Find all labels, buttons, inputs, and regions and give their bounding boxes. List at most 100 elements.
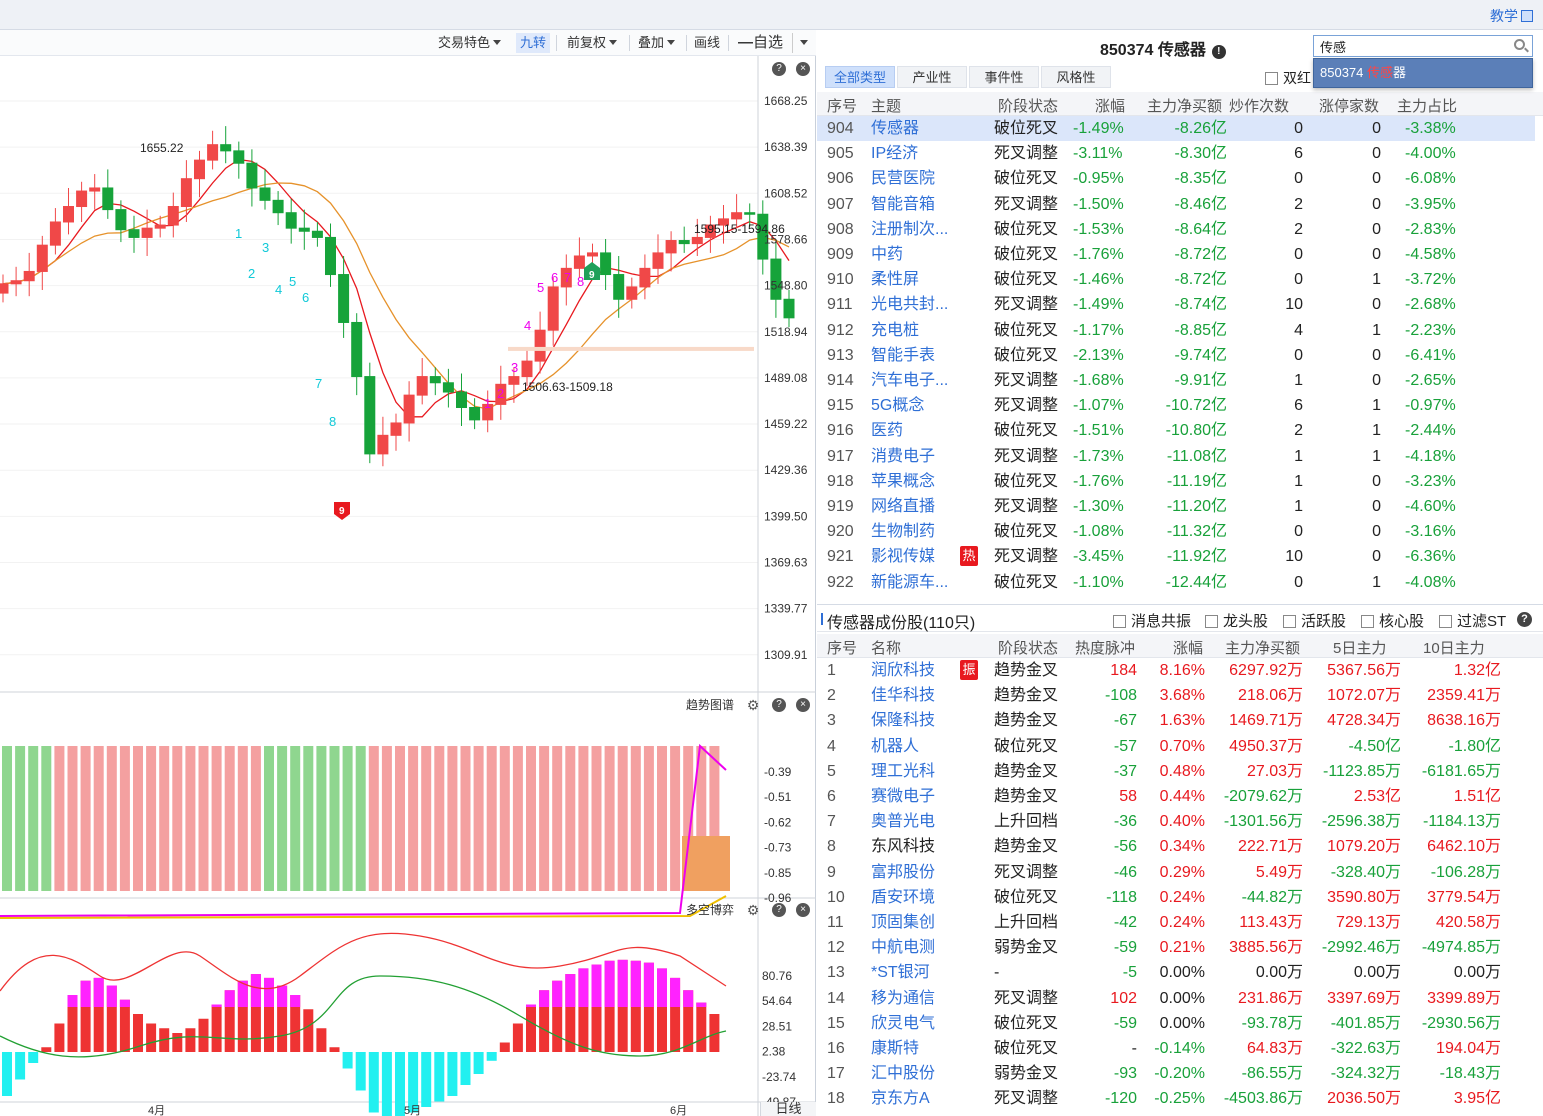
theme-row-904[interactable]: 904 传感器 破位死叉 -1.49% -8.26亿 0 0 -3.38%	[817, 116, 1535, 141]
checkbox[interactable]	[1283, 615, 1296, 628]
theme-row-914[interactable]: 914 汽车电子... 死叉调整 -1.68% -9.91亿 1 0 -2.65%	[817, 368, 1535, 393]
constituent-cell[interactable]: *ST银河	[871, 964, 930, 982]
theme-row-921[interactable]: 921 影视传媒 死叉调整 -3.45% -11.92亿 10 0 -6.36% 热	[817, 544, 1535, 569]
teach-link[interactable]: 教学	[1490, 6, 1533, 26]
col-header[interactable]: 热度脉冲	[1075, 640, 1136, 657]
constituent-cell[interactable]: 奥普光电	[871, 813, 936, 831]
constituent-cell[interactable]: 京东方A	[871, 1090, 930, 1108]
theme-cell[interactable]: 充电桩	[871, 321, 920, 339]
tab-style[interactable]: 风格性	[1041, 66, 1111, 88]
col-header[interactable]: 主力净买额	[1147, 98, 1223, 115]
theme-cell[interactable]: 传感器	[871, 120, 920, 137]
theme-cell[interactable]: 注册制次...	[871, 220, 949, 238]
double-red-filter[interactable]: 双红	[1265, 68, 1311, 88]
close-icon[interactable]: ×	[796, 903, 810, 917]
search-input[interactable]	[1313, 35, 1533, 57]
kline-chart[interactable]: 1655.221506.63-1509.181595.15-1594.86123…	[0, 56, 816, 1116]
theme-cell[interactable]: 柔性屏	[871, 271, 920, 289]
filter-leader[interactable]: 龙头股	[1205, 610, 1268, 631]
theme-row-911[interactable]: 911 光电共封... 死叉调整 -1.49% -8.74亿 10 0 -2.68%	[817, 292, 1535, 317]
constituent-row-17[interactable]: 17 汇中股份 弱势金叉 -93 -0.20% -86.55万 -324.32万 -18.43…	[817, 1061, 1535, 1086]
constituent-row-18[interactable]: 18 京东方A 死叉调整 -120 -0.25% -4503.86万 2036.50万 3.9…	[817, 1086, 1535, 1111]
constituent-cell[interactable]: 富邦股份	[871, 863, 936, 881]
constituent-row-7[interactable]: 7 奥普光电 上升回档 -36 0.40% -1301.56万 -2596.38万 -1184…	[817, 809, 1535, 834]
col-header[interactable]: 主力净买额	[1225, 640, 1301, 657]
close-icon[interactable]: ×	[796, 62, 810, 76]
theme-cell[interactable]: 苹果概念	[871, 472, 936, 490]
checkbox[interactable]	[1361, 615, 1374, 628]
constituent-row-6[interactable]: 6 赛微电子 趋势金叉 58 0.44% -2079.62万 2.53亿 1.51亿	[817, 784, 1535, 809]
constituent-cell[interactable]: 理工光科	[871, 762, 936, 780]
help-icon[interactable]: ?	[772, 698, 786, 712]
col-header[interactable]: 涨停家数	[1319, 98, 1380, 115]
theme-row-912[interactable]: 912 充电桩 破位死叉 -1.17% -8.85亿 4 1 -2.23%	[817, 318, 1535, 343]
col-header[interactable]: 名称	[871, 640, 902, 657]
constituent-cell[interactable]: 佳华科技	[871, 687, 936, 705]
theme-row-910[interactable]: 910 柔性屏 破位死叉 -1.46% -8.72亿 0 1 -3.72%	[817, 267, 1535, 292]
checkbox[interactable]	[1439, 615, 1452, 628]
gear-icon[interactable]: ⚙	[746, 902, 760, 918]
col-header[interactable]: 主力占比	[1397, 98, 1458, 115]
search-icon[interactable]	[1514, 39, 1525, 50]
constituent-cell[interactable]: 汇中股份	[871, 1065, 936, 1083]
theme-cell[interactable]: 汽车电子...	[871, 372, 949, 389]
col-header[interactable]: 涨幅	[1095, 98, 1126, 115]
theme-row-919[interactable]: 919 网络直播 死叉调整 -1.30% -11.20亿 1 0 -4.60%	[817, 494, 1535, 519]
constituent-row-3[interactable]: 3 保隆科技 趋势金叉 -67 1.63% 1469.71万 4728.34万 8638.16…	[817, 708, 1535, 733]
nine-turn-button[interactable]: 九转	[516, 33, 551, 53]
filter-news[interactable]: 消息共振	[1113, 610, 1191, 631]
theme-cell[interactable]: 智能音箱	[871, 195, 936, 213]
theme-cell[interactable]: 光电共封...	[871, 296, 949, 314]
theme-row-913[interactable]: 913 智能手表 破位死叉 -2.13% -9.74亿 0 0 -6.41%	[817, 343, 1535, 368]
constituent-cell[interactable]: 机器人	[871, 737, 920, 755]
col-header[interactable]: 5日主力	[1333, 640, 1387, 657]
constituent-row-9[interactable]: 9 富邦股份 死叉调整 -46 0.29% 5.49万 -328.40万 -106.28万	[817, 860, 1535, 885]
constituent-cell[interactable]: 赛微电子	[871, 788, 936, 805]
tab-event[interactable]: 事件性	[969, 66, 1039, 88]
theme-cell[interactable]: 生物制药	[871, 523, 936, 541]
watchlist-button[interactable]: —自选	[734, 33, 787, 53]
col-header[interactable]: 序号	[827, 640, 858, 657]
constituent-row-15[interactable]: 15 欣灵电气 破位死叉 -59 0.00% -93.78万 -401.85万 -2930.5…	[817, 1011, 1535, 1036]
theme-row-906[interactable]: 906 民营医院 破位死叉 -0.95% -8.35亿 0 0 -6.08%	[817, 166, 1535, 191]
constituent-row-13[interactable]: 13 *ST银河 - -5 0.00% 0.00万 0.00万 0.00万	[817, 960, 1535, 985]
constituent-row-12[interactable]: 12 中航电测 弱势金叉 -59 0.21% 3885.56万 -2992.46万 -4974…	[817, 935, 1535, 960]
filter-st[interactable]: 过滤ST	[1439, 610, 1506, 631]
tab-industry[interactable]: 产业性	[897, 66, 967, 88]
trade-feature-dropdown[interactable]: 交易特色	[434, 33, 505, 53]
theme-cell[interactable]: 民营医院	[871, 170, 936, 188]
theme-row-909[interactable]: 909 中药 破位死叉 -1.76% -8.72亿 0 0 -4.58%	[817, 242, 1535, 267]
constituent-row-10[interactable]: 10 盾安环境 破位死叉 -118 0.24% -44.82万 3590.80万 3779.5…	[817, 885, 1535, 910]
constituent-row-4[interactable]: 4 机器人 破位死叉 -57 0.70% 4950.37万 -4.50亿 -1.80亿	[817, 734, 1535, 759]
theme-cell[interactable]: 医药	[871, 422, 904, 440]
theme-row-907[interactable]: 907 智能音箱 死叉调整 -1.50% -8.46亿 2 0 -3.95%	[817, 192, 1535, 217]
constituent-cell[interactable]: 东风科技	[871, 838, 936, 856]
theme-row-908[interactable]: 908 注册制次... 破位死叉 -1.53% -8.64亿 2 0 -2.83%	[817, 217, 1535, 242]
theme-row-918[interactable]: 918 苹果概念 破位死叉 -1.76% -11.19亿 1 0 -3.23%	[817, 469, 1535, 494]
overlay-dropdown[interactable]: 叠加	[634, 33, 679, 53]
theme-cell[interactable]: IP经济	[871, 145, 919, 163]
filter-core[interactable]: 核心股	[1361, 610, 1424, 631]
col-header[interactable]: 10日主力	[1423, 640, 1485, 657]
col-header[interactable]: 序号	[827, 98, 858, 115]
watchlist-dropdown[interactable]	[792, 33, 812, 53]
col-header[interactable]: 阶段状态	[998, 640, 1059, 657]
theme-row-920[interactable]: 920 生物制药 破位死叉 -1.08% -11.32亿 0 0 -3.16%	[817, 519, 1535, 544]
constituent-cell[interactable]: 润欣科技	[871, 662, 936, 679]
info-icon[interactable]: !	[1211, 45, 1226, 59]
filter-active[interactable]: 活跃股	[1283, 610, 1346, 631]
checkbox[interactable]	[1113, 615, 1126, 628]
constituent-row-5[interactable]: 5 理工光科 趋势金叉 -37 0.48% 27.03万 -1123.85万 -6181.65…	[817, 759, 1535, 784]
col-header[interactable]: 阶段状态	[998, 98, 1059, 115]
constituent-row-8[interactable]: 8 东风科技 趋势金叉 -56 0.34% 222.71万 1079.20万 6462.10万	[817, 834, 1535, 859]
constituent-cell[interactable]: 中航电测	[871, 939, 936, 957]
checkbox[interactable]	[1205, 615, 1218, 628]
theme-cell[interactable]: 中药	[871, 246, 904, 263]
adjust-dropdown[interactable]: 前复权	[563, 33, 621, 53]
col-header[interactable]: 主题	[871, 98, 902, 115]
search-suggestion[interactable]: 850374 传感器	[1313, 58, 1533, 88]
help-icon[interactable]: ?	[772, 903, 786, 917]
draw-line-button[interactable]: 画线	[690, 33, 724, 53]
col-header[interactable]: 涨幅	[1173, 640, 1204, 657]
theme-cell[interactable]: 网络直播	[871, 498, 936, 515]
